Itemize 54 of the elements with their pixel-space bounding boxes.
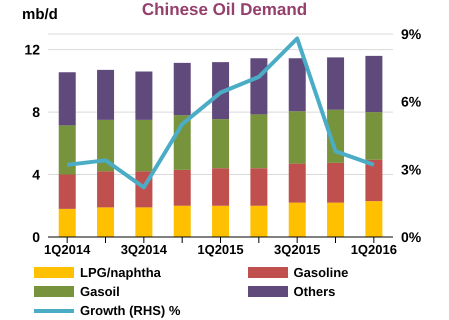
- x-tick-label: 1Q2015: [197, 242, 244, 258]
- bar: [135, 71, 152, 120]
- x-tick-label: 3Q2014: [120, 242, 168, 258]
- bar: [365, 160, 382, 202]
- bar: [58, 72, 76, 126]
- bar: [288, 202, 306, 237]
- bar: [212, 119, 230, 168]
- y2-tick-label: 6%: [401, 94, 422, 110]
- bar: [365, 201, 382, 237]
- bar: [250, 58, 268, 114]
- bar: [288, 111, 306, 164]
- x-tick-label: 1Q2016: [350, 242, 397, 258]
- y-tick-label: 12: [24, 42, 40, 58]
- y-tick-label: 4: [32, 166, 40, 183]
- bar: [365, 112, 382, 160]
- legend-label: Gasoline: [294, 265, 348, 280]
- bar: [212, 168, 230, 206]
- bar: [212, 62, 230, 120]
- x-tick-label: 3Q2015: [274, 242, 320, 258]
- bar: [174, 62, 191, 116]
- bar: [97, 120, 114, 172]
- bar: [97, 171, 114, 208]
- bar: [58, 208, 76, 237]
- bar: [250, 168, 268, 206]
- bar: [212, 206, 230, 237]
- chart-title: Chinese Oil Demand: [142, 0, 308, 19]
- y2-tick-label: 0%: [401, 228, 422, 245]
- bar: [327, 57, 344, 110]
- y-axis-title: mb/d: [22, 6, 58, 23]
- bar: [327, 202, 344, 237]
- legend-label: Gasoil: [80, 284, 120, 299]
- y-tick-label: 8: [32, 104, 40, 120]
- bar: [135, 120, 152, 172]
- x-tick-label: 1Q2014: [44, 242, 92, 258]
- bar: [174, 170, 191, 206]
- bar: [97, 70, 114, 120]
- legend-label: LPG/naphtha: [80, 265, 161, 280]
- bar: [327, 162, 344, 203]
- y2-tick-label: 9%: [401, 26, 422, 42]
- legend-label: Growth (RHS) %: [80, 303, 180, 318]
- bar: [58, 174, 76, 209]
- bar: [58, 125, 76, 175]
- line-series: [65, 36, 376, 190]
- y-tick-label: 0: [32, 228, 40, 245]
- bar: [250, 206, 268, 237]
- bar: [250, 114, 268, 168]
- bar: [135, 207, 152, 237]
- bar: [288, 58, 306, 112]
- bar: [97, 207, 114, 237]
- legend-label: Others: [294, 284, 336, 299]
- bar: [288, 164, 306, 203]
- bar: [365, 56, 382, 112]
- y2-tick-label: 3%: [401, 161, 422, 178]
- bar: [174, 206, 191, 237]
